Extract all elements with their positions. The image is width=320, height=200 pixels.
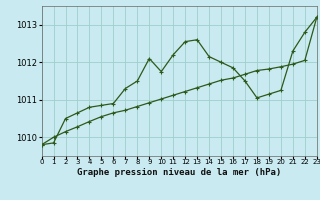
X-axis label: Graphe pression niveau de la mer (hPa): Graphe pression niveau de la mer (hPa) [77,168,281,177]
